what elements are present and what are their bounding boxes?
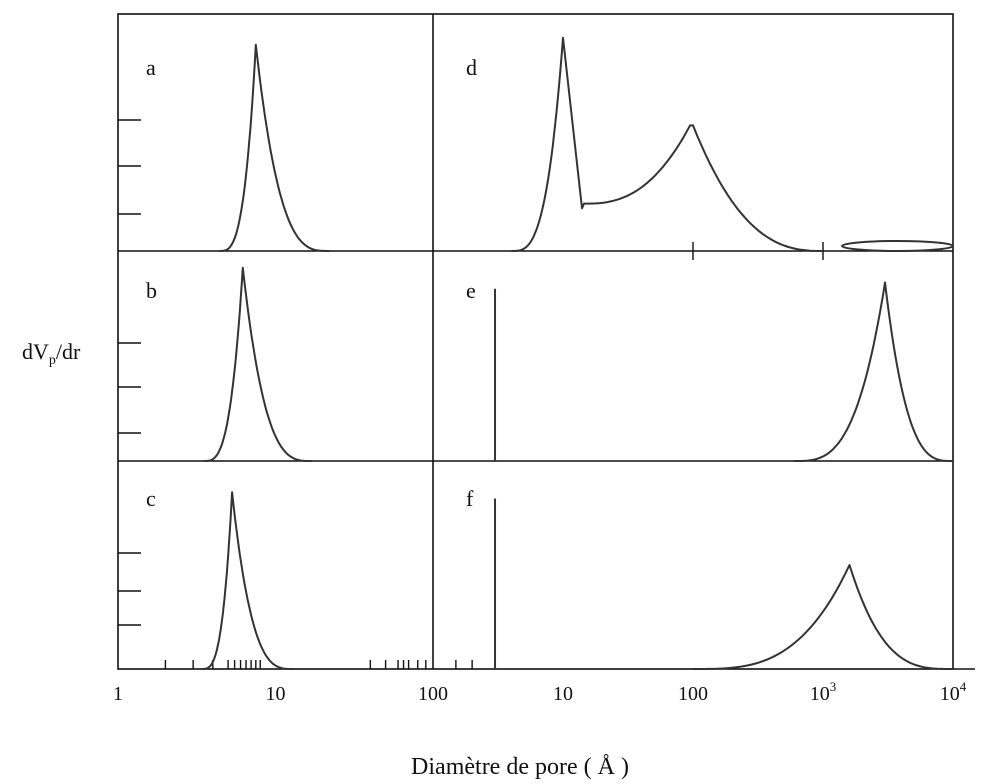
panel-label-b: b: [146, 278, 157, 303]
x-tick-label: 100: [678, 683, 708, 705]
panel-label-c: c: [146, 486, 156, 511]
panel-label-d: d: [466, 55, 477, 80]
panel-label-a: a: [146, 55, 156, 80]
series-a-curve: [219, 43, 330, 252]
x-tick-label: 104: [940, 679, 967, 705]
panel-label-e: e: [466, 278, 476, 303]
x-axis-label: Diamètre de pore ( Å ): [411, 754, 629, 780]
panel-label-f: f: [466, 486, 474, 511]
series-f-curve: [693, 564, 953, 670]
series-b-curve: [203, 266, 312, 462]
text-labels: a b c d e f 1 10 100 10 100 103 104 dVp/dr Diamètre de…: [22, 55, 967, 780]
x-tick-label: 103: [810, 679, 837, 705]
series-e-curve: [794, 281, 953, 462]
y-axis-label: dVp/dr: [22, 339, 81, 368]
x-tick-label: 10: [266, 683, 286, 705]
series-c-curve: [201, 491, 294, 670]
x-tick-label: 1: [113, 683, 123, 705]
x-tick-label: 100: [418, 683, 448, 705]
distribution-curves: [201, 36, 955, 670]
series-d-curve: [511, 36, 823, 252]
series-d-ellipse: [840, 240, 955, 252]
outer-frame: [117, 13, 954, 670]
axis-ticks: [118, 119, 824, 669]
x-tick-label: 10: [553, 683, 573, 705]
